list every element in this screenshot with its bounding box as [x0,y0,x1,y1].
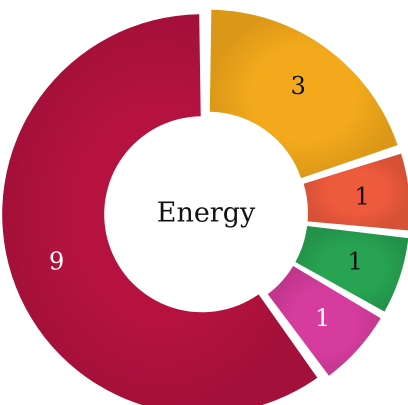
donut-slice-shading [2,14,318,405]
donut-slice-shading [295,225,408,312]
slice-value-label: 9 [49,248,64,276]
donut-slices [2,9,408,405]
donut-slice-shading [303,153,408,231]
slice-value-label: 3 [291,72,306,100]
slice-value-label: 1 [315,304,330,332]
donut-slice-shading [267,265,381,376]
slice-value-label: 1 [354,183,369,211]
center-label: Energy [157,198,256,229]
slice-value-label: 1 [348,248,363,276]
donut-slice-shading [209,9,398,179]
